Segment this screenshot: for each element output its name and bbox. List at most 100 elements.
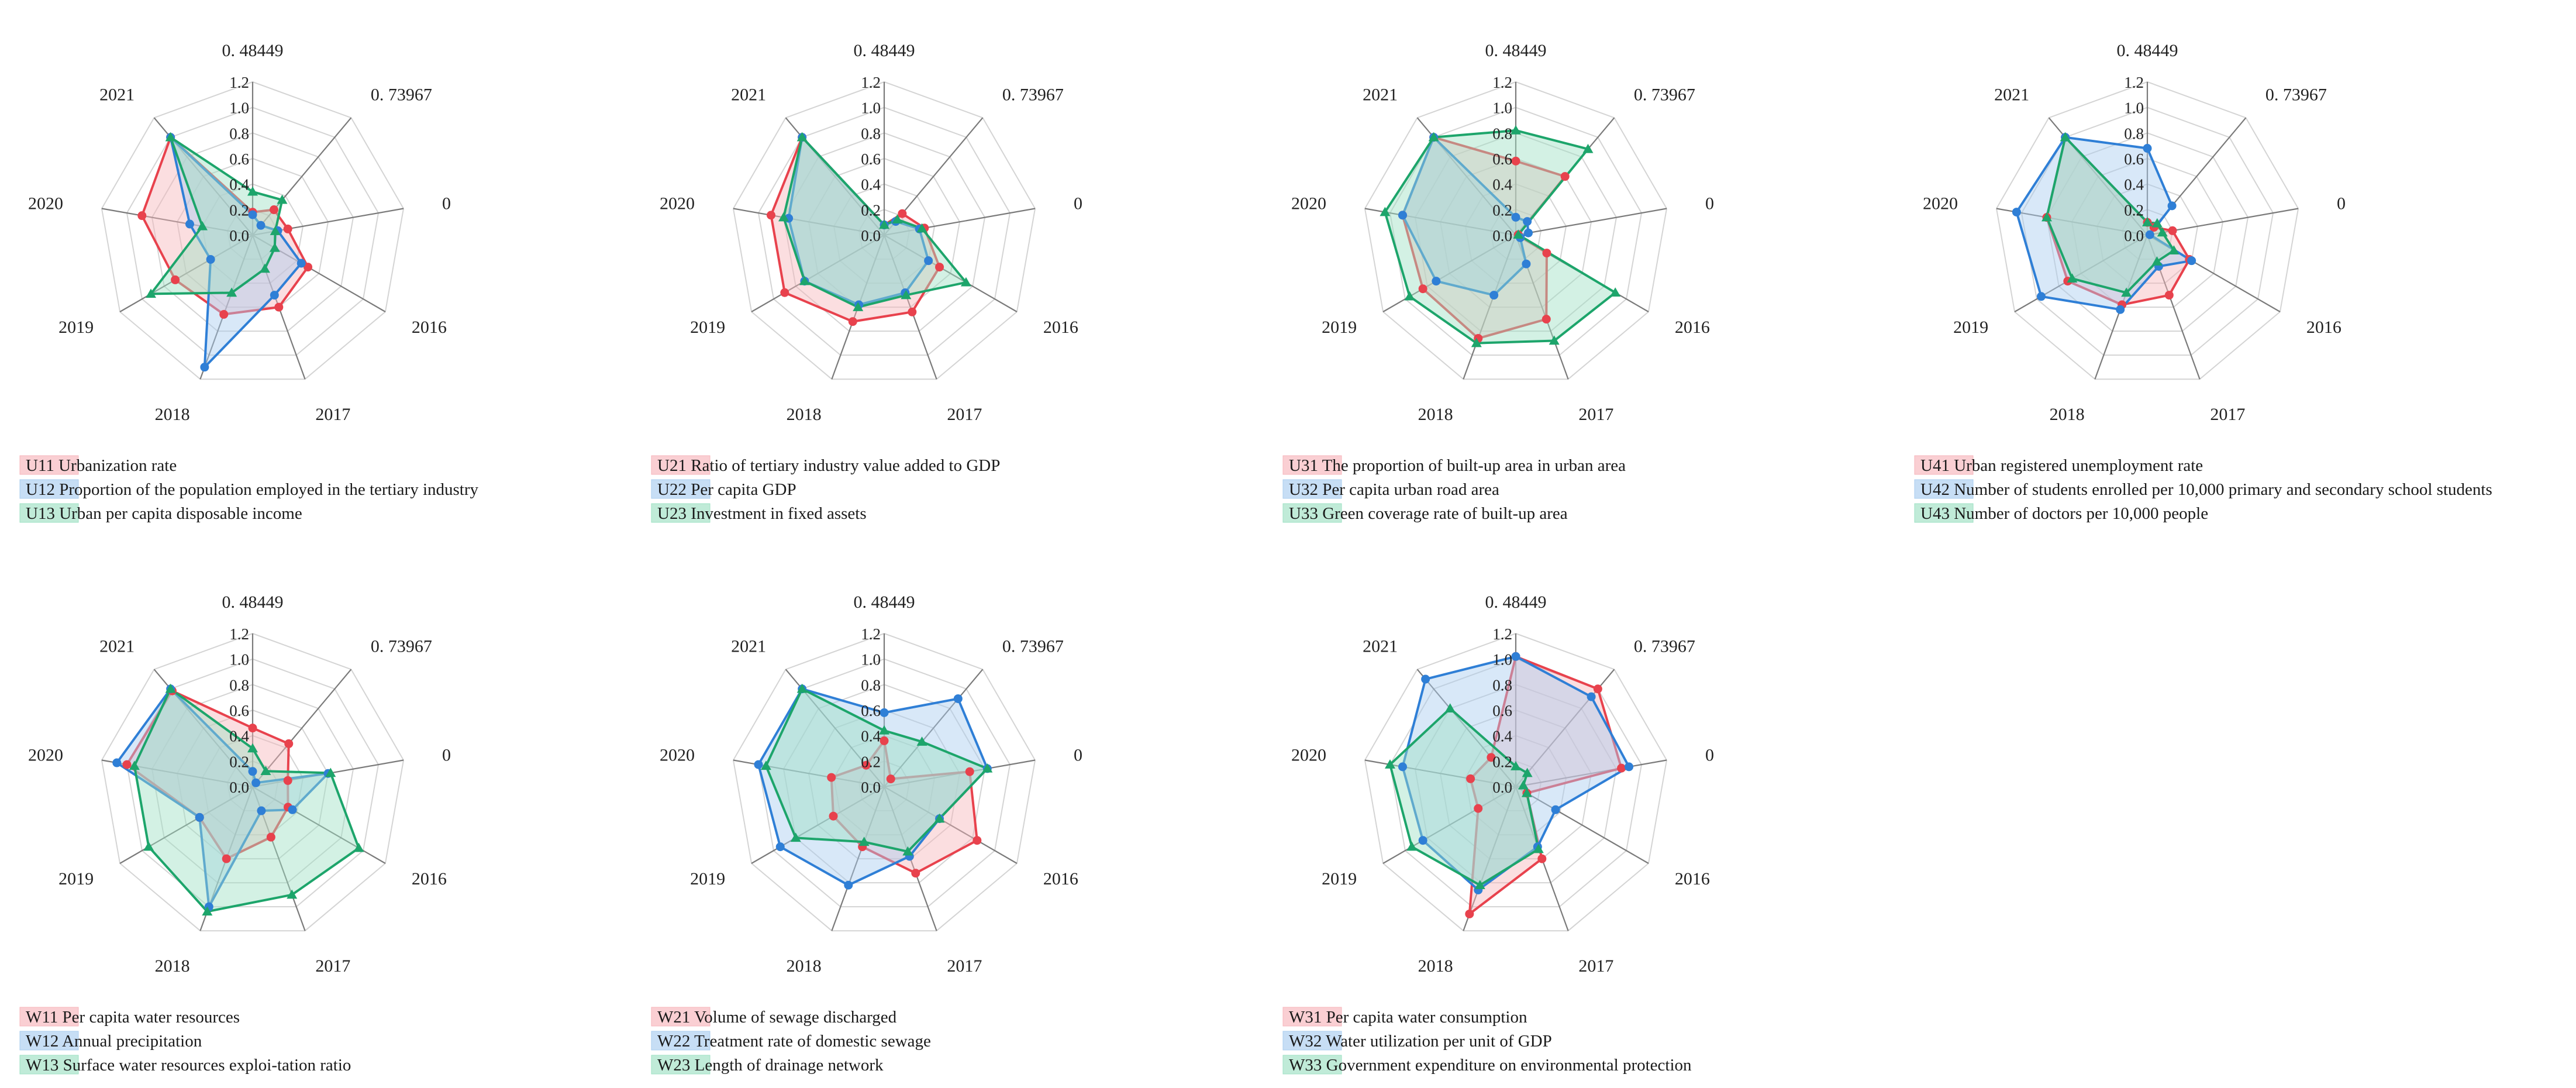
data-point — [924, 256, 933, 266]
data-point — [256, 221, 265, 230]
radar-chart-7: 1.2 1.0 0.8 0.6 0.4 0.2 0.0 0. 48449 0. 73967 0 20… — [1282, 593, 1714, 1075]
axis-label: 2021 — [99, 636, 135, 656]
axis-spoke — [1515, 786, 1649, 864]
data-point — [222, 854, 231, 863]
data-point — [259, 263, 270, 273]
grid-ring — [1489, 760, 1542, 812]
data-point — [353, 842, 364, 852]
radial-tick-label: 1.0 — [1492, 99, 1512, 117]
axis-label: 0. 73967 — [371, 636, 432, 656]
data-point — [1522, 259, 1531, 268]
data-point — [1418, 284, 1427, 294]
axis-label: 2019 — [58, 869, 94, 889]
data-point — [288, 805, 297, 814]
radial-tick-label: 0.0 — [1492, 227, 1512, 245]
data-point — [112, 758, 122, 767]
data-point — [973, 836, 982, 845]
axis-label: 2016 — [1043, 318, 1078, 337]
data-point — [2067, 273, 2078, 283]
data-point — [257, 806, 266, 815]
data-point — [226, 287, 237, 297]
axis-label: 2017 — [315, 956, 350, 976]
series-area — [764, 687, 989, 853]
grid-ring — [808, 157, 961, 308]
axis-label: 0. 48449 — [854, 41, 915, 60]
radial-tick-label: 0.2 — [229, 753, 249, 770]
data-point — [165, 683, 176, 693]
legend-swatch — [1282, 503, 1342, 523]
radial-tick-label: 1.2 — [861, 74, 881, 91]
radial-tick-label: 1.0 — [861, 99, 881, 117]
data-point — [790, 832, 801, 842]
radial-tick-label: 0.4 — [861, 176, 881, 194]
axis-spoke — [733, 208, 885, 236]
axis-label: 2020 — [28, 194, 63, 213]
radial-tick-label: 0.8 — [861, 676, 881, 694]
radar-chart-5: 1.2 1.0 0.8 0.6 0.4 0.2 0.0 0. 48449 0. 73967 0 20… — [19, 593, 451, 1075]
radar-chart-3: 1.2 1.0 0.8 0.6 0.4 0.2 0.0 0. 48449 0. 73967 0 20… — [1282, 41, 1714, 523]
axis-label: 2016 — [412, 318, 447, 337]
grid-ring — [176, 157, 329, 308]
radial-tick-label: 0.8 — [229, 125, 249, 142]
axis-label: 2021 — [731, 636, 766, 656]
grid-ring — [782, 684, 986, 884]
data-point — [829, 811, 838, 821]
legend-swatch — [19, 1007, 79, 1027]
legend-entry: U31 The proportion of built-up area in u… — [1289, 456, 1626, 475]
data-point — [1398, 762, 1407, 772]
legend-swatch — [651, 1031, 711, 1051]
axis-label: 0 — [1705, 194, 1714, 213]
axis-label: 0 — [1705, 745, 1714, 765]
axis-label: 2017 — [315, 405, 350, 424]
legend-entry: W13 Surface water resources exploi-tatio… — [26, 1056, 351, 1075]
legend-entry: W12 Annual precipitation — [26, 1032, 202, 1051]
legend-entry: W31 Per capita water consumption — [1289, 1008, 1527, 1027]
data-point — [1444, 703, 1456, 712]
data-point — [1560, 172, 1570, 181]
data-point — [953, 694, 963, 703]
axis-label: 0 — [442, 194, 451, 213]
radial-tick-label: 1.2 — [1492, 74, 1512, 91]
axis-spoke — [1463, 786, 1517, 931]
data-point — [1384, 759, 1395, 769]
axis-label: 0. 73967 — [1634, 85, 1695, 104]
axis-label: 2020 — [28, 745, 63, 765]
grid-ring — [2096, 183, 2199, 284]
data-point — [1521, 787, 1532, 797]
data-point — [1406, 841, 1418, 851]
data-point — [853, 302, 864, 311]
axis-spoke — [1382, 786, 1516, 864]
data-point — [2142, 217, 2153, 226]
data-point — [269, 205, 278, 215]
radial-tick-label: 0.0 — [229, 227, 249, 245]
legend-entry: U22 Per capita GDP — [657, 480, 796, 499]
data-point — [1533, 843, 1544, 853]
radial-tick-label: 0.4 — [1492, 176, 1512, 194]
radial-tick-label: 0.4 — [861, 728, 881, 745]
data-point — [775, 842, 785, 852]
legend-swatch — [651, 479, 711, 499]
legend-entry: U11 Urbanization rate — [26, 456, 177, 475]
data-point — [911, 869, 920, 878]
axis-spoke — [252, 669, 352, 787]
radial-tick-label: 0.4 — [1492, 728, 1512, 745]
axis-label: 0. 48449 — [222, 593, 284, 612]
data-point — [284, 739, 294, 748]
radial-tick-label: 0.2 — [2124, 201, 2144, 219]
data-point — [248, 724, 257, 733]
grid-ring — [2020, 106, 2274, 356]
legend-swatch — [1914, 503, 1974, 523]
axis-label: 2018 — [1418, 956, 1453, 976]
data-point — [1511, 212, 1520, 222]
radial-tick-label: 0.4 — [229, 728, 249, 745]
series-area — [169, 136, 303, 369]
axis-spoke — [2014, 235, 2148, 312]
data-point — [778, 212, 789, 222]
axis-label: 2019 — [690, 869, 725, 889]
data-point — [2167, 201, 2177, 211]
data-point — [2187, 256, 2196, 266]
data-point — [1587, 692, 1596, 701]
axis-label: 2017 — [947, 956, 982, 976]
data-point — [248, 210, 257, 219]
grid-ring — [757, 106, 1011, 356]
